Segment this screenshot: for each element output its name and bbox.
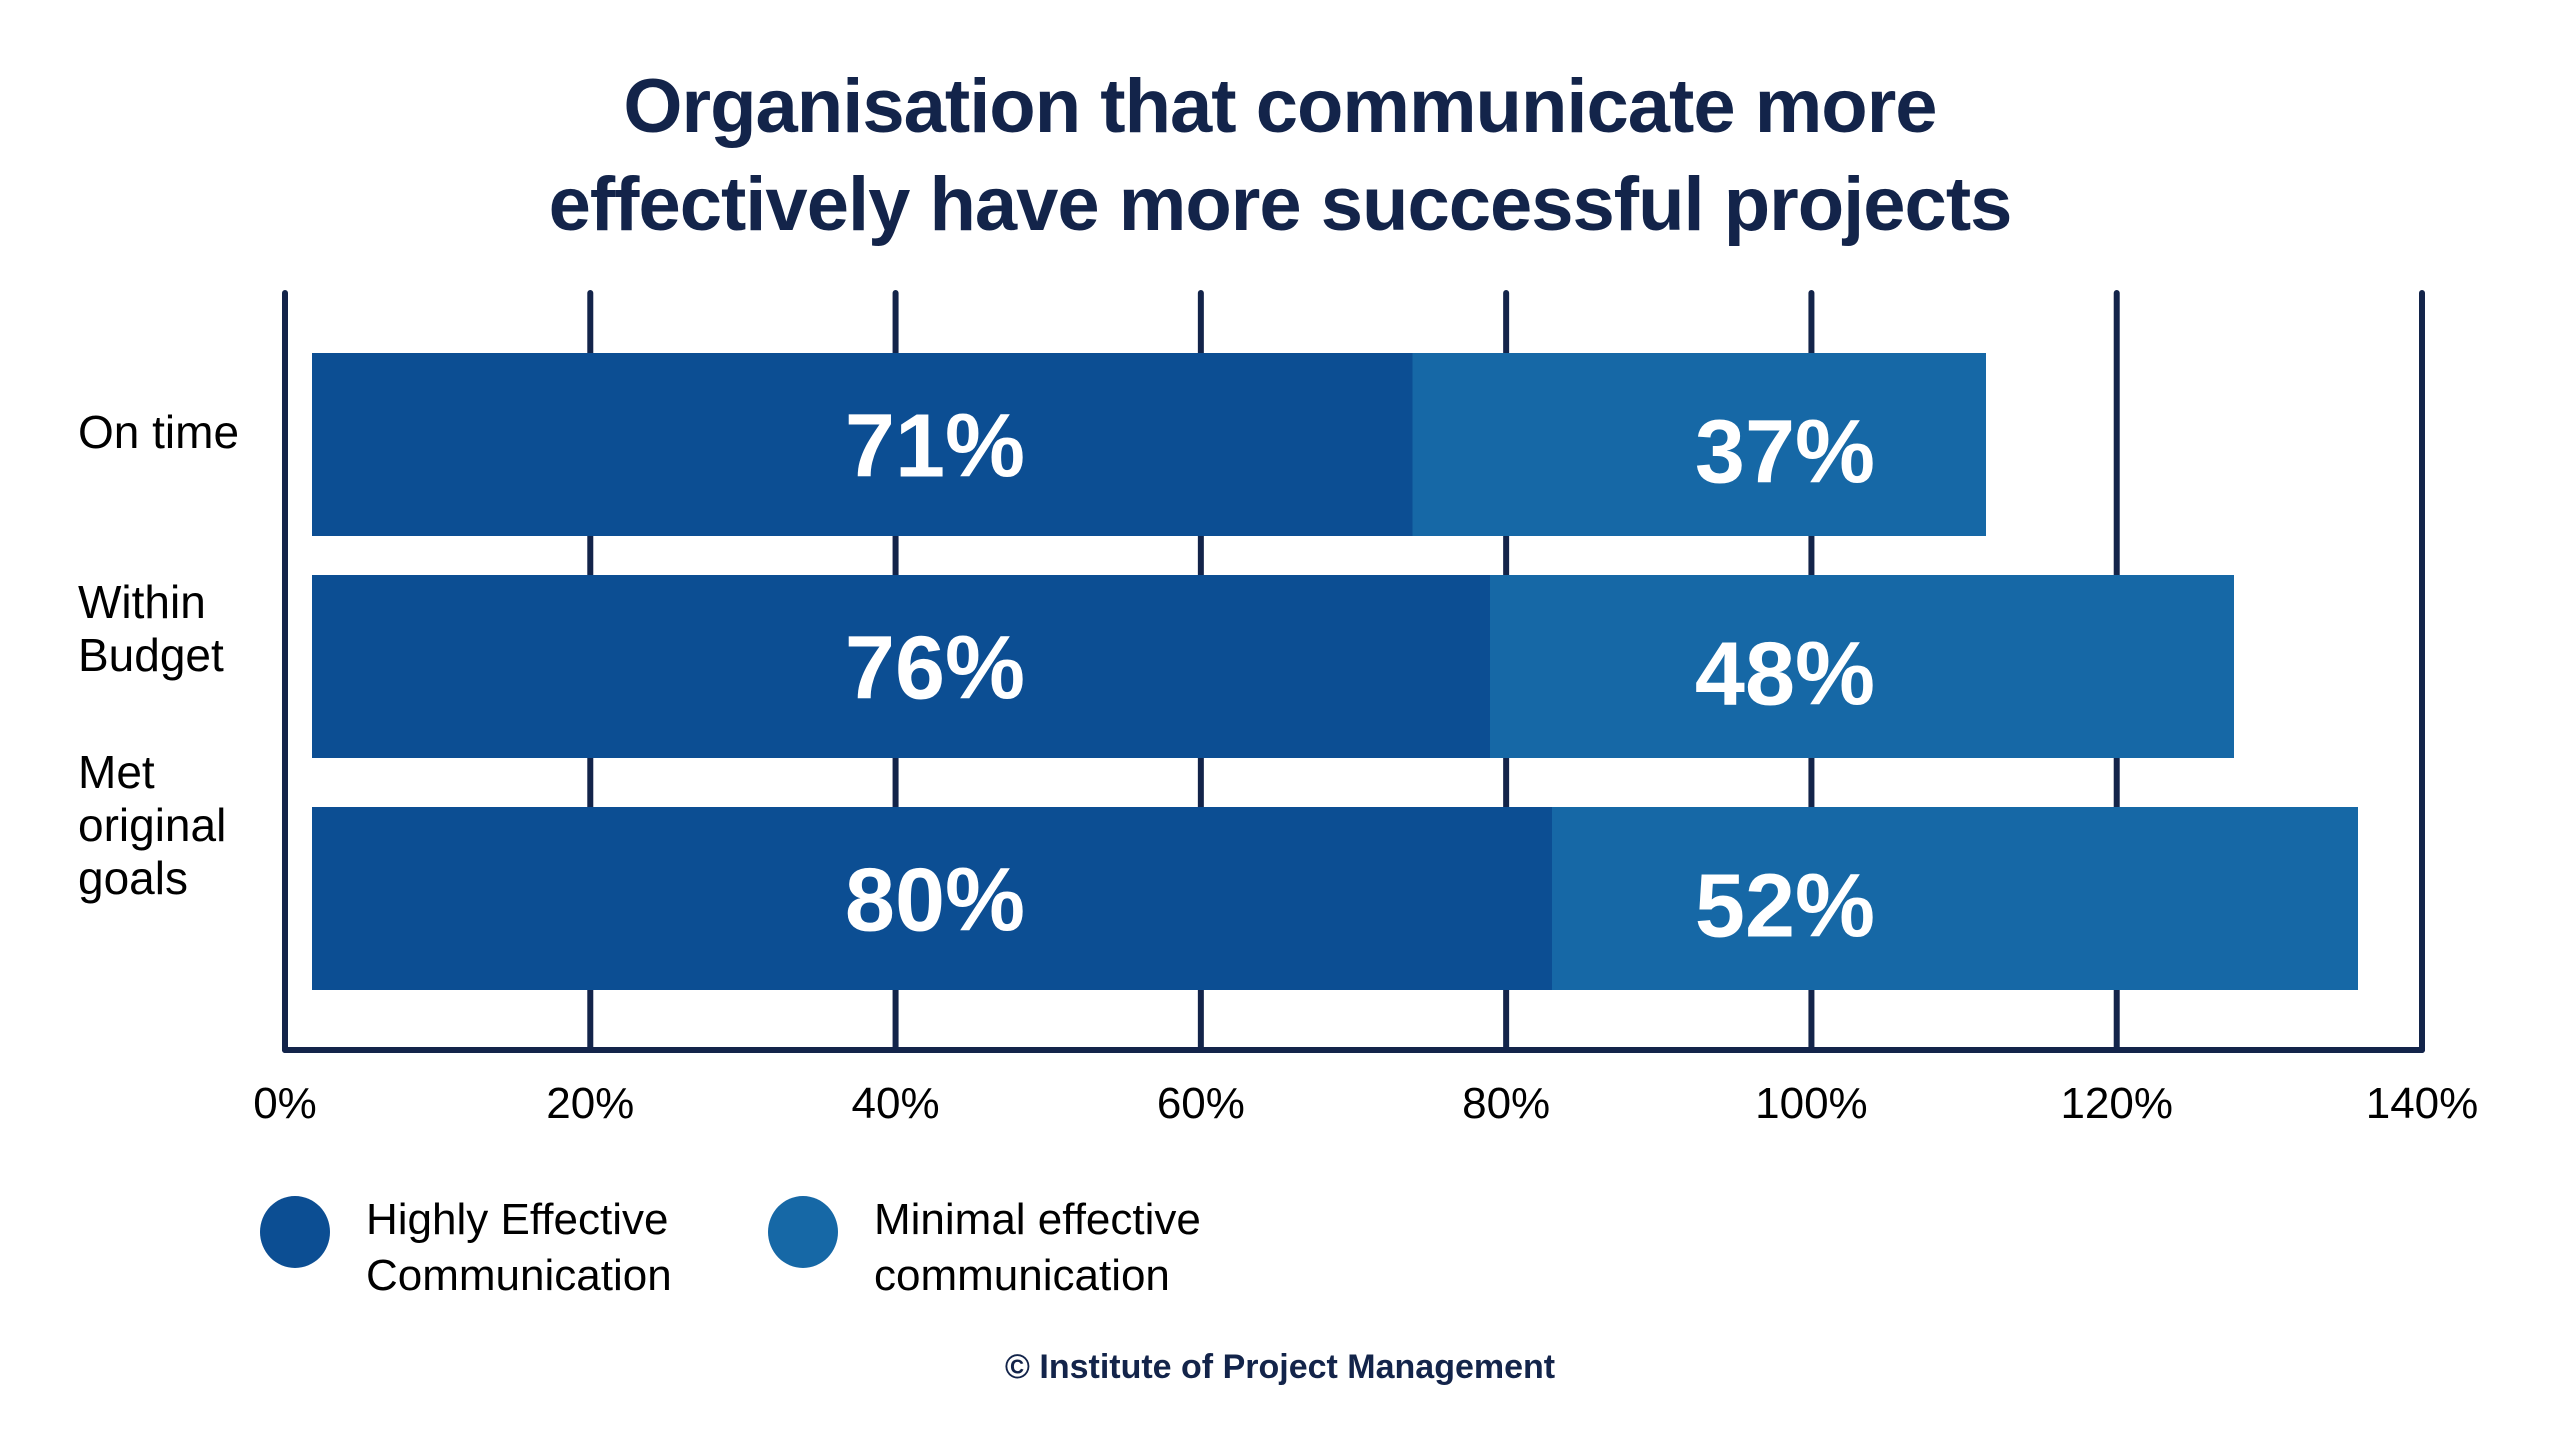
legend-label-highly-effective: Highly Effective Communication [366, 1192, 672, 1304]
legend-item-highly-effective: Highly Effective Communication [260, 1192, 672, 1304]
x-tick-label: 80% [1462, 1079, 1550, 1128]
bar-segment [312, 807, 1552, 990]
bar-segment [1412, 353, 1986, 536]
legend-swatch-highly-effective [260, 1196, 330, 1268]
bar-value-label: 52% [1695, 857, 1875, 957]
chart-title: Organisation that communicate more effec… [0, 58, 2560, 254]
x-tick-label: 0% [253, 1079, 317, 1128]
bar-segment [1552, 807, 2358, 990]
bar-value-label: 48% [1695, 625, 1875, 725]
category-label-line: Budget [78, 629, 224, 681]
category-label-on-time: On time [78, 406, 239, 459]
x-tick-label: 20% [546, 1079, 634, 1128]
x-tick-label: 60% [1157, 1079, 1245, 1128]
bar-segment [1490, 575, 2234, 758]
category-label-line: Met [78, 746, 155, 798]
legend-label-minimal-effective: Minimal effective communication [874, 1192, 1201, 1304]
legend-label-line: communication [874, 1251, 1170, 1300]
legend-item-minimal-effective: Minimal effective communication [768, 1192, 1201, 1304]
category-label-line: goals [78, 852, 188, 904]
bar-value-label: 80% [845, 851, 1025, 951]
legend-swatch-minimal-effective [768, 1196, 838, 1268]
category-label-met-original-goals: Met original goals [78, 746, 226, 905]
x-tick-label: 140% [2366, 1079, 2479, 1128]
category-label-line: Within [78, 576, 206, 628]
bar-value-label: 71% [845, 397, 1025, 497]
x-tick-label: 40% [852, 1079, 940, 1128]
category-label-line: On time [78, 406, 240, 458]
bar-value-label: 76% [845, 619, 1025, 719]
chart-title-line-2: effectively have more successful project… [548, 162, 2013, 247]
copyright-footer: © Institute of Project Management [1004, 1348, 1556, 1386]
legend-label-line: Communication [366, 1251, 672, 1300]
bar-value-label: 37% [1695, 403, 1875, 503]
chart-title-line-1: Organisation that communicate more [623, 64, 1937, 149]
legend-label-line: Minimal effective [874, 1195, 1201, 1244]
legend-label-line: Highly Effective [366, 1195, 669, 1244]
bar-segment [312, 575, 1490, 758]
x-tick-label: 120% [2060, 1079, 2173, 1128]
x-tick-label: 100% [1755, 1079, 1868, 1128]
category-label-line: original [78, 799, 227, 851]
bar-segment [312, 353, 1413, 536]
category-label-within-budget: Within Budget [78, 576, 224, 682]
